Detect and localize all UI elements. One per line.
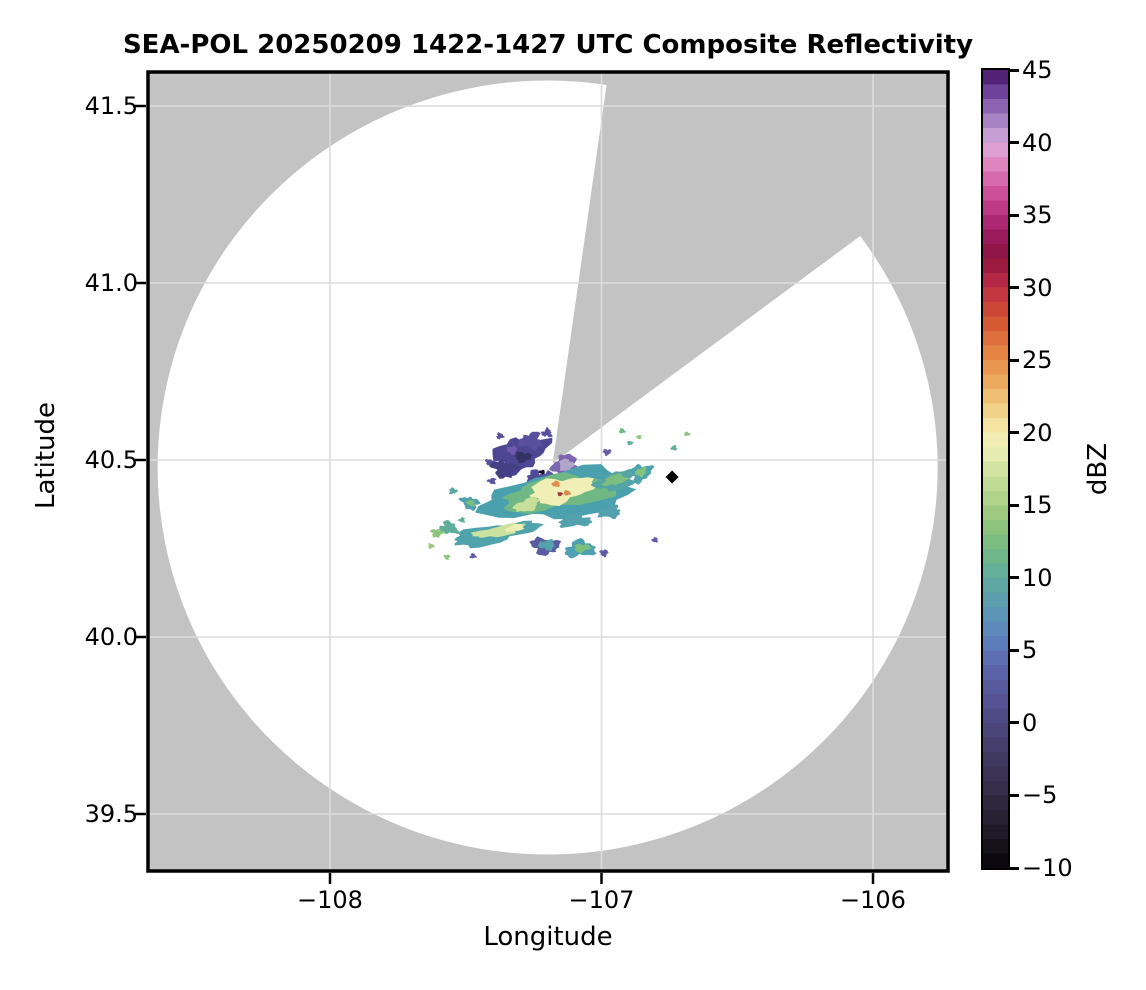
colorbar-tick-label: 0 — [1022, 708, 1038, 737]
colorbar-tick-mark — [1010, 286, 1019, 290]
colorbar-tick-mark — [1010, 358, 1019, 362]
reflectivity-echo-cell — [635, 435, 642, 440]
colorbar-tick-mark — [1010, 793, 1019, 797]
x-tick-label: −107 — [568, 886, 635, 914]
y-tick-label: 40.0 — [84, 622, 138, 651]
colorbar-tick-mark — [1010, 141, 1019, 145]
colorbar-tick-label: 20 — [1022, 418, 1053, 447]
colorbar-tick-mark — [1010, 431, 1019, 435]
reflectivity-echo-cell — [517, 431, 543, 452]
reflectivity-echo-cell — [626, 440, 634, 446]
reflectivity-echo-cell — [670, 445, 678, 451]
reflectivity-echo-cell — [469, 553, 477, 559]
blocked-sector-wedge — [552, 72, 931, 464]
y-tick-label: 41.5 — [84, 91, 138, 120]
colorbar-tick-label: −5 — [1022, 781, 1058, 810]
axes-frame — [146, 70, 950, 873]
reflectivity-echo-cell — [601, 473, 630, 487]
reflectivity-echo-cell — [540, 427, 553, 438]
reflectivity-echo-cell — [551, 480, 560, 488]
colorbar-tick-label: 10 — [1022, 563, 1053, 592]
y-tick-label: 39.5 — [84, 799, 138, 828]
site-marker-diamond — [665, 470, 679, 484]
reflectivity-echo-cell — [599, 549, 609, 558]
colorbar-tick-mark — [1010, 213, 1019, 217]
colorbar-tick-label: −10 — [1022, 854, 1073, 882]
y-axis-label: Latitude — [31, 401, 61, 509]
reflectivity-echo-cell — [485, 459, 494, 466]
colorbar-tick-mark — [1010, 721, 1019, 725]
reflectivity-echo-cell — [618, 428, 626, 434]
reflectivity-echo-cell — [443, 554, 451, 561]
plot-title: SEA-POL 20250209 1422-1427 UTC Composite… — [122, 30, 974, 60]
colorbar-tick-mark — [1010, 648, 1019, 652]
reflectivity-echo-cell — [574, 543, 592, 554]
colorbar-tick-mark — [1010, 503, 1019, 507]
x-tick-label: −108 — [297, 886, 363, 914]
reflectivity-echo-cell — [427, 542, 435, 549]
colorbar-tick-label: 15 — [1022, 491, 1053, 520]
colorbar-tick-label: 25 — [1022, 346, 1053, 375]
reflectivity-echo-cell — [557, 492, 563, 497]
reflectivity-echo-cell — [514, 451, 533, 464]
colorbar-tick-label: 45 — [1022, 56, 1053, 84]
reflectivity-echo-cell — [512, 496, 540, 512]
reflectivity-echo-cell — [557, 513, 593, 528]
reflectivity-echo-cell — [602, 449, 612, 457]
reflectivity-echo-cell — [429, 528, 446, 538]
reflectivity-echo-cell — [506, 445, 517, 456]
reflectivity-echo-cell — [563, 490, 571, 496]
reflectivity-echo-cell — [439, 519, 461, 535]
y-tick-label: 41.0 — [84, 268, 138, 297]
colorbar-tick-mark — [1010, 576, 1019, 580]
reflectivity-echo-cell — [486, 477, 497, 485]
reflectivity-echo-cell — [496, 432, 505, 440]
colorbar-tick-label: 35 — [1022, 201, 1053, 230]
colorbar — [981, 68, 1010, 870]
reflectivity-echo-cell — [597, 504, 621, 519]
reflectivity-echo-cell — [538, 469, 546, 475]
reflectivity-echo-cell — [529, 477, 598, 506]
reflectivity-echo-cell — [504, 523, 525, 533]
reflectivity-echo-cell — [488, 459, 521, 479]
colorbar-tick-label: 40 — [1022, 128, 1053, 157]
reflectivity-echo-cell — [559, 458, 575, 472]
colorbar-tick-label: 30 — [1022, 273, 1053, 302]
reflectivity-echo-cell — [537, 539, 555, 551]
reflectivity-echo-cell — [458, 517, 466, 523]
reflectivity-echo-cell — [684, 431, 691, 437]
colorbar-tick-mark — [1010, 68, 1019, 72]
x-tick-label: −106 — [840, 886, 906, 914]
reflectivity-echo-cell — [449, 487, 458, 495]
reflectivity-echo-cell — [650, 537, 658, 543]
reflectivity-echo-cell — [465, 499, 476, 507]
y-tick-label: 40.5 — [84, 445, 138, 474]
x-axis-label: Longitude — [483, 922, 613, 952]
reflectivity-echo-cell — [634, 466, 647, 478]
colorbar-tick-mark — [1010, 866, 1019, 870]
colorbar-tick-label: 5 — [1022, 636, 1038, 665]
